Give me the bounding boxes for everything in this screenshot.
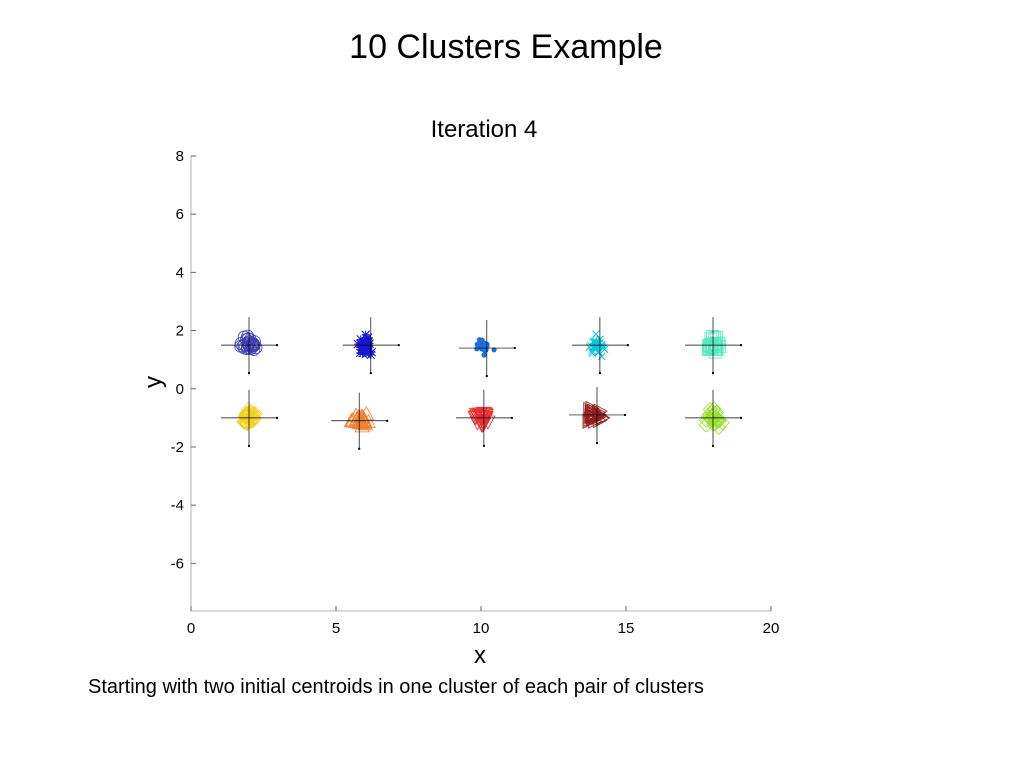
x-tick-label: 20	[763, 620, 780, 637]
chart-title: Iteration 4	[431, 116, 538, 143]
y-tick-label: 8	[176, 148, 184, 165]
centroid-end-mark	[482, 444, 485, 447]
cluster-1	[234, 329, 263, 356]
point	[242, 404, 258, 420]
point	[706, 411, 722, 427]
point	[238, 409, 254, 425]
point	[705, 337, 719, 351]
point	[702, 340, 716, 354]
centroid-end-mark	[712, 444, 714, 447]
point	[477, 407, 493, 423]
point	[245, 337, 259, 351]
centroid-end-mark	[712, 372, 714, 375]
point	[587, 341, 595, 350]
point	[237, 330, 251, 344]
centroid-end-mark	[248, 372, 250, 375]
y-tick-label: 6	[176, 206, 184, 223]
x-tick-label: 10	[473, 620, 490, 637]
y-tick-label: -6	[171, 555, 184, 572]
centroid-end-mark	[397, 344, 400, 347]
centroid-end-mark	[510, 416, 513, 419]
point	[242, 409, 258, 425]
point	[710, 336, 723, 350]
cluster-8	[467, 406, 496, 433]
cluster-6	[236, 401, 263, 431]
scatter-chart: Iteration 4 -6 -4 -2 0 2 4 6 8 0 5 10 15 20 x y	[140, 116, 780, 669]
centroids	[221, 317, 742, 450]
centroid-end-mark	[624, 413, 626, 416]
point	[597, 352, 606, 361]
centroid-end-mark	[485, 375, 488, 378]
point	[357, 414, 373, 429]
point	[586, 411, 601, 428]
point	[362, 334, 371, 344]
y-tick-label: 2	[176, 323, 184, 340]
point	[483, 347, 489, 353]
x-axis-label: x	[474, 642, 486, 669]
point	[583, 401, 598, 418]
point	[474, 346, 480, 352]
centroid-end-mark	[248, 444, 250, 447]
centroid-end-mark	[740, 416, 742, 419]
x-tick-label: 5	[332, 620, 340, 637]
point	[345, 413, 361, 428]
y-tick-label: -2	[171, 439, 184, 456]
slide-title: 10 Clusters Example	[349, 28, 663, 66]
data-points	[234, 329, 731, 435]
point	[469, 409, 485, 424]
point	[591, 409, 606, 426]
point	[361, 349, 371, 359]
x-tick-label: 0	[187, 620, 195, 637]
centroid-end-mark	[740, 344, 742, 347]
point	[592, 330, 600, 338]
point	[353, 339, 363, 349]
point	[474, 341, 480, 347]
point	[238, 341, 252, 355]
centroid-end-mark	[369, 372, 372, 375]
y-tick-label: 4	[176, 264, 184, 281]
point	[356, 334, 366, 344]
point	[246, 411, 262, 427]
centroid-end-mark	[358, 447, 361, 450]
centroid-end-mark	[596, 441, 598, 444]
centroid-end-mark	[276, 344, 278, 347]
y-axis-label: y	[140, 376, 167, 388]
point	[491, 347, 497, 353]
axes: -6 -4 -2 0 2 4 6 8 0 5 10 15 20	[171, 148, 780, 637]
y-tick-label: -4	[171, 497, 184, 514]
centroid-end-mark	[276, 416, 278, 419]
point	[247, 339, 261, 353]
point	[474, 418, 490, 433]
cluster-7	[343, 405, 377, 433]
point	[367, 347, 377, 357]
point	[362, 342, 371, 352]
centroid-end-mark	[386, 419, 389, 422]
point	[481, 352, 487, 358]
point	[361, 330, 371, 340]
point	[479, 337, 485, 343]
point	[703, 412, 720, 428]
centroid-end-mark	[598, 372, 601, 375]
point	[238, 407, 254, 423]
centroid-end-mark	[626, 344, 629, 347]
point	[711, 413, 727, 429]
point	[585, 409, 601, 425]
point	[249, 341, 263, 355]
centroid-end-mark	[513, 347, 516, 350]
point	[357, 344, 367, 354]
cluster-3	[474, 337, 497, 358]
cluster-5	[702, 330, 727, 359]
x-tick-label: 15	[618, 620, 635, 637]
point	[247, 343, 261, 356]
y-tick-label: 0	[176, 381, 184, 398]
slide-caption: Starting with two initial centroids in o…	[88, 676, 704, 698]
point	[713, 339, 727, 353]
point	[593, 408, 608, 424]
point	[702, 406, 718, 422]
point	[482, 343, 488, 349]
